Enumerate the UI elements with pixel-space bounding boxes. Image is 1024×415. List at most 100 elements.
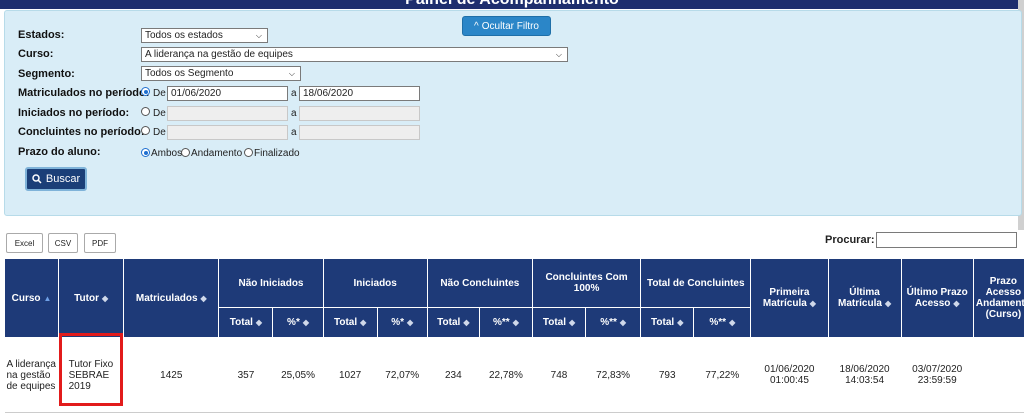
- sort-icon: ◆: [302, 318, 309, 327]
- prazo-ambos-label: Ambos: [151, 148, 183, 159]
- sort-icon: ◆: [953, 299, 960, 308]
- cell-primeira-matricula: 01/06/2020 01:00:45: [750, 337, 828, 413]
- iniciados-a-input[interactable]: [299, 106, 420, 121]
- cell-nao-iniciados-pct: 25,05%: [272, 337, 324, 413]
- cell-total-concl-total: 793: [640, 337, 694, 413]
- excel-button[interactable]: Excel: [6, 233, 43, 253]
- prazo-finalizado-label: Finalizado: [254, 148, 300, 159]
- sub-pct[interactable]: %** ◆: [585, 307, 642, 338]
- chevron-down-icon: ⌵: [555, 49, 562, 59]
- sort-icon: ◆: [569, 318, 576, 327]
- sort-icon: ◆: [619, 318, 627, 327]
- iniciados-radio[interactable]: [141, 107, 150, 116]
- cell-curso: A liderança na gestão de equipes: [4, 337, 59, 413]
- cell-concl100-pct: 72,83%: [585, 337, 641, 413]
- col-matriculados[interactable]: Matriculados ◆: [123, 258, 220, 338]
- cell-ultimo-prazo: 03/07/2020 23:59:59: [901, 337, 974, 413]
- col-ultima-matricula[interactable]: Última Matrícula ◆: [827, 258, 902, 338]
- page-title: Painel de Acompanhamento: [0, 0, 1024, 9]
- iniciados-de-label: De: [153, 108, 166, 119]
- hide-filter-button[interactable]: ^ Ocultar Filtro: [462, 16, 551, 36]
- estados-select[interactable]: Todos os estados ⌵: [141, 28, 268, 43]
- cell-concl100-total: 748: [532, 337, 586, 413]
- prazo-andamento-radio[interactable]: [181, 148, 190, 157]
- concluintes-label: Concluintes no período:: [18, 126, 145, 138]
- prazo-finalizado-radio[interactable]: [244, 148, 253, 157]
- group-total-concluintes: Total de Concluintes: [640, 258, 752, 308]
- sort-icon: ◆: [729, 318, 736, 327]
- segmento-select[interactable]: Todos os Segmento ⌵: [141, 66, 301, 81]
- cell-ultima-matricula: 18/06/2020 14:03:54: [828, 337, 902, 413]
- sort-asc-icon: ▲: [43, 293, 52, 303]
- cell-nao-concluintes-total: 234: [427, 337, 480, 413]
- sort-icon: ◆: [677, 318, 684, 327]
- sub-pct[interactable]: %* ◆: [272, 307, 324, 338]
- cell-nao-iniciados-total: 357: [218, 337, 273, 413]
- sort-icon: ◆: [255, 318, 263, 327]
- concluintes-a-input[interactable]: [299, 125, 420, 140]
- col-prazo-andamento[interactable]: Prazo Acesso Andamento (Curso): [972, 258, 1024, 338]
- sub-pct[interactable]: %* ◆: [376, 307, 428, 338]
- sort-icon: ◆: [463, 318, 470, 327]
- cell-iniciados-pct: 72,07%: [377, 337, 428, 413]
- chevron-down-icon: ⌵: [255, 30, 262, 40]
- col-tutor[interactable]: Tutor ◆: [58, 258, 125, 338]
- sort-icon: ◆: [809, 299, 816, 308]
- cell-matriculados: 1425: [123, 337, 219, 413]
- pdf-button[interactable]: PDF: [84, 233, 116, 253]
- sub-pct[interactable]: %** ◆: [478, 307, 533, 338]
- sort-icon: ◆: [407, 318, 414, 327]
- estados-label: Estados:: [18, 29, 65, 41]
- matriculados-de-label: De: [153, 88, 166, 99]
- iniciados-de-input[interactable]: [167, 106, 288, 121]
- cell-iniciados-total: 1027: [323, 337, 378, 413]
- sort-icon: ◆: [101, 293, 109, 303]
- sort-icon: ◆: [512, 318, 519, 327]
- sub-total[interactable]: Total ◆: [322, 307, 378, 338]
- prazo-label: Prazo do aluno:: [18, 146, 101, 158]
- chevron-up-icon: ^: [474, 20, 479, 32]
- search-label: Procurar:: [825, 234, 875, 246]
- page-header: Painel de Acompanhamento: [0, 0, 1024, 9]
- prazo-ambos-radio[interactable]: [141, 148, 150, 157]
- group-nao-iniciados: Não Iniciados: [218, 258, 324, 308]
- group-concluintes-100: Concluintes Com 100%: [531, 258, 642, 308]
- sub-total[interactable]: Total ◆: [218, 307, 274, 338]
- sort-icon: ◆: [360, 318, 367, 327]
- curso-value: A liderança na gestão de equipes: [145, 48, 293, 60]
- col-curso[interactable]: Curso ▲: [3, 258, 60, 338]
- curso-select[interactable]: A liderança na gestão de equipes ⌵: [141, 47, 568, 62]
- highlight-box: [59, 333, 123, 406]
- search-button[interactable]: Buscar: [25, 167, 87, 191]
- matriculados-a-input[interactable]: 18/06/2020: [299, 86, 420, 101]
- concluintes-de-label: De: [153, 127, 166, 138]
- cell-tutor: Tutor Fixo SEBRAE 2019: [58, 337, 124, 413]
- concluintes-a-label: a: [291, 127, 297, 138]
- results-table: Curso ▲ Tutor ◆ Matriculados ◆ Não Iniciado…: [3, 258, 1024, 413]
- sub-pct[interactable]: %** ◆: [693, 307, 752, 338]
- segmento-value: Todos os Segmento: [145, 67, 234, 79]
- chevron-down-icon: ⌵: [288, 68, 295, 78]
- csv-button[interactable]: CSV: [48, 233, 78, 253]
- table-search-input[interactable]: [876, 232, 1017, 248]
- group-iniciados: Iniciados: [322, 258, 428, 308]
- segmento-label: Segmento:: [18, 68, 75, 80]
- search-button-label: Buscar: [45, 173, 81, 185]
- prazo-andamento-label: Andamento: [191, 148, 243, 159]
- cell-total-concl-pct: 77,22%: [693, 337, 751, 413]
- sub-total[interactable]: Total ◆: [531, 307, 587, 338]
- concluintes-de-input[interactable]: [167, 125, 288, 140]
- table-row: A liderança na gestão de equipes Tutor F…: [4, 337, 1024, 413]
- sort-icon: ◆: [200, 293, 207, 303]
- matriculados-de-input[interactable]: 01/06/2020: [167, 86, 288, 101]
- sub-total[interactable]: Total ◆: [426, 307, 480, 338]
- col-ultimo-prazo[interactable]: Último Prazo Acesso ◆: [900, 258, 974, 338]
- iniciados-label: Iniciados no período:: [18, 107, 130, 119]
- sub-total[interactable]: Total ◆: [640, 307, 695, 338]
- matriculados-radio[interactable]: [141, 87, 150, 96]
- concluintes-radio[interactable]: [141, 126, 150, 135]
- hide-filter-label: Ocultar Filtro: [481, 20, 539, 32]
- col-primeira-matricula[interactable]: Primeira Matrícula ◆: [750, 258, 829, 338]
- cell-prazo-andamento: 2: [973, 337, 1024, 413]
- curso-label: Curso:: [18, 48, 54, 60]
